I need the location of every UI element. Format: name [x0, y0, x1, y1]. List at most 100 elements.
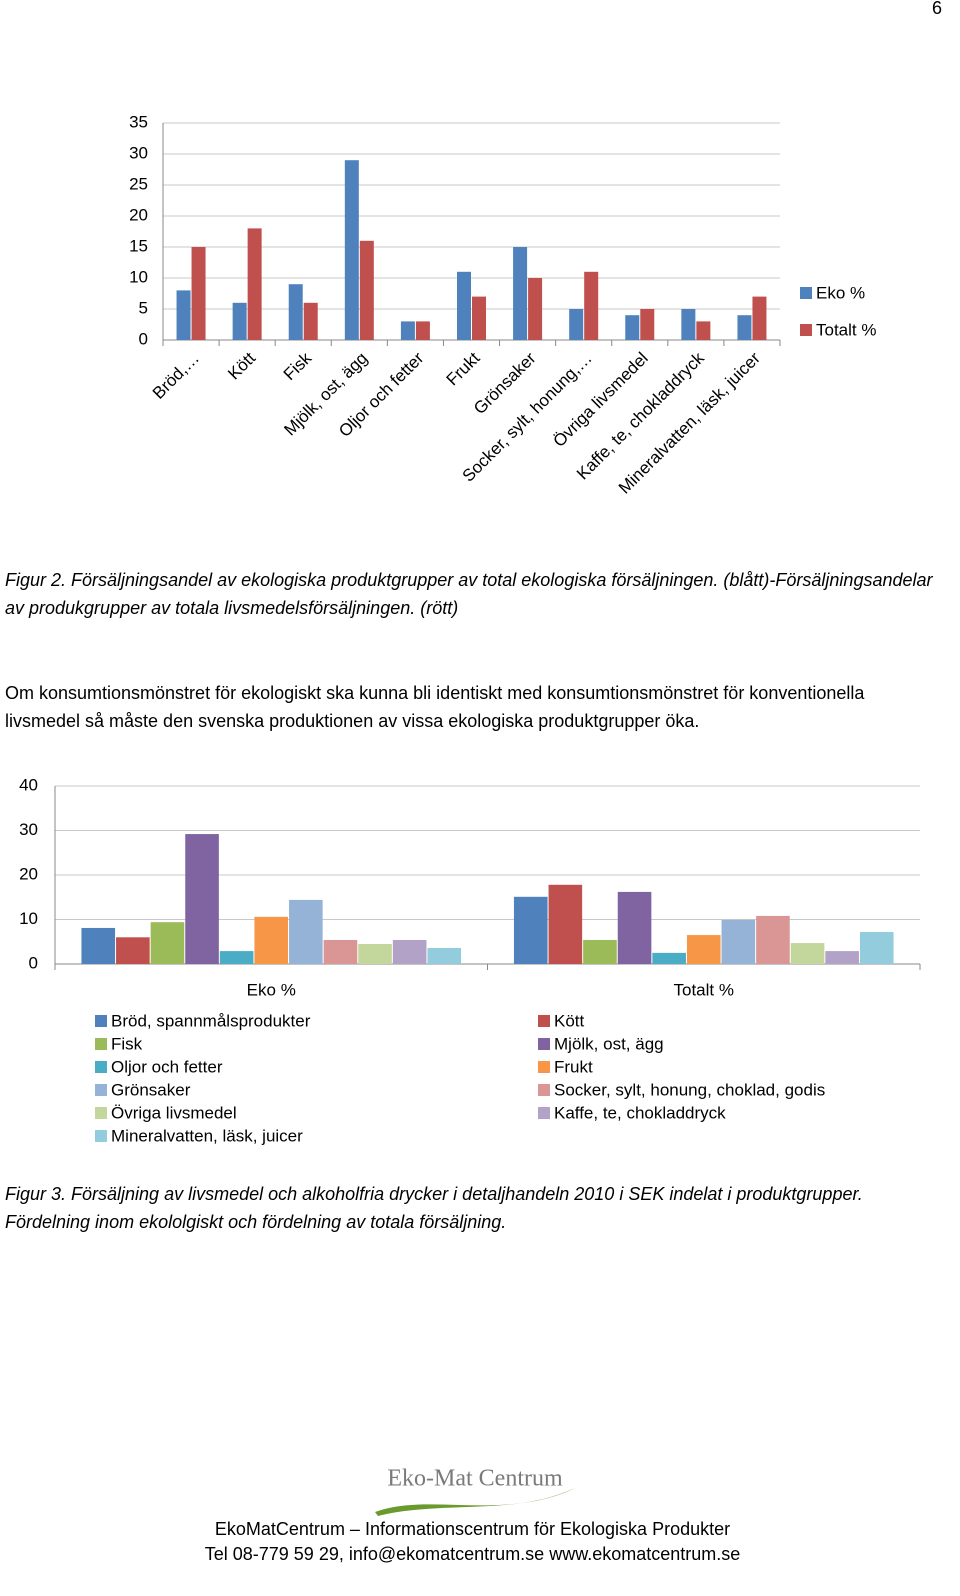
y-tick-label: 25	[129, 174, 148, 193]
legend-swatch	[800, 287, 812, 299]
bar	[569, 309, 584, 340]
paragraph: Om konsumtionsmönstret för ekologiskt sk…	[5, 683, 865, 731]
logo-text: Eko-Mat Centrum	[387, 1466, 563, 1492]
x-tick-label: Bröd,…	[149, 349, 203, 403]
bar	[288, 284, 303, 340]
bar	[176, 290, 191, 340]
page-number: 6	[931, 0, 942, 18]
bar	[392, 939, 427, 964]
legend-label: Mineralvatten, läsk, juicer	[111, 1126, 303, 1145]
bar	[686, 935, 721, 964]
legend-label: Bröd, spannmålsprodukter	[111, 1011, 311, 1030]
bar	[150, 922, 185, 964]
bar	[472, 296, 486, 340]
legend-swatch	[538, 1061, 550, 1073]
bar	[681, 309, 696, 340]
legend-swatch	[95, 1130, 107, 1142]
bar	[513, 247, 528, 340]
bar	[548, 884, 583, 964]
bar	[191, 247, 206, 340]
bar	[825, 951, 859, 964]
x-tick-label: Övriga livsmedel	[549, 349, 651, 451]
bar	[457, 271, 471, 340]
legend-label: Totalt %	[816, 320, 876, 339]
bar	[289, 899, 323, 964]
x-tick-label: Totalt %	[674, 980, 734, 999]
bar	[81, 927, 116, 964]
legend-swatch	[95, 1084, 107, 1096]
legend-swatch	[538, 1015, 550, 1027]
legend-label: Mjölk, ost, ägg	[554, 1034, 664, 1053]
legend-swatch	[538, 1084, 550, 1096]
legend-swatch	[95, 1038, 107, 1050]
bar	[721, 919, 756, 964]
bar	[185, 834, 219, 964]
bar	[696, 321, 711, 340]
bar	[625, 315, 640, 340]
bar	[303, 302, 318, 340]
legend-swatch	[95, 1061, 107, 1073]
y-tick-label: 40	[19, 775, 38, 794]
y-tick-label: 35	[129, 112, 148, 131]
bar	[232, 302, 247, 340]
legend-label: Grönsaker	[111, 1080, 191, 1099]
bar	[790, 943, 825, 964]
legend-label: Kött	[554, 1011, 585, 1030]
bar	[584, 271, 599, 340]
bar	[254, 916, 289, 964]
y-tick-label: 30	[19, 820, 38, 839]
x-tick-label: Frukt	[443, 348, 484, 389]
bar	[427, 947, 462, 964]
bar	[859, 931, 894, 964]
bar	[247, 228, 262, 340]
bar	[737, 315, 752, 340]
bar	[344, 160, 359, 340]
x-tick-label: Fisk	[280, 348, 316, 384]
x-tick-label: Kött	[224, 348, 259, 383]
legend-label: Kaffe, te, chokladdryck	[554, 1103, 726, 1122]
x-tick-label: Eko %	[247, 980, 296, 999]
bar	[583, 939, 617, 964]
bar	[219, 951, 254, 964]
legend-swatch	[538, 1107, 550, 1119]
footer-line: Tel 08-779 59 29, info@ekomatcentrum.se …	[204, 1544, 741, 1564]
y-tick-label: 20	[129, 205, 148, 224]
legend-swatch	[95, 1015, 107, 1027]
bar	[528, 278, 543, 340]
y-tick-label: 0	[29, 953, 38, 972]
bar	[756, 915, 790, 964]
footer-line: EkoMatCentrum – Informationscentrum för …	[214, 1519, 731, 1539]
bar	[358, 943, 392, 964]
y-tick-label: 10	[19, 909, 38, 928]
legend-label: Eko %	[816, 283, 865, 302]
legend-label: Frukt	[554, 1057, 593, 1076]
bar	[415, 321, 430, 340]
y-tick-label: 5	[139, 298, 148, 317]
bar	[652, 952, 686, 964]
figure-caption: Figur 2. Försäljningsandel av ekologiska…	[5, 570, 933, 618]
legend-label: Oljor och fetter	[111, 1057, 223, 1076]
bar	[513, 896, 548, 964]
bar	[400, 321, 415, 340]
bar	[752, 296, 767, 340]
y-tick-label: 0	[139, 329, 148, 348]
y-tick-label: 30	[129, 143, 148, 162]
legend-swatch	[95, 1107, 107, 1119]
logo-swoosh	[375, 1488, 575, 1516]
bar	[116, 937, 150, 964]
bar	[640, 309, 655, 340]
bar	[617, 891, 652, 964]
bar	[359, 240, 374, 340]
figure-caption: Figur 3. Försäljning av livsmedel och al…	[5, 1184, 863, 1232]
y-tick-label: 15	[129, 236, 148, 255]
y-tick-label: 20	[19, 864, 38, 883]
legend-label: Socker, sylt, honung, choklad, godis	[554, 1080, 825, 1099]
legend-label: Fisk	[111, 1034, 143, 1053]
legend-swatch	[800, 324, 812, 336]
y-tick-label: 10	[129, 267, 148, 286]
legend-swatch	[538, 1038, 550, 1050]
bar	[323, 939, 358, 964]
legend-label: Övriga livsmedel	[111, 1103, 237, 1122]
